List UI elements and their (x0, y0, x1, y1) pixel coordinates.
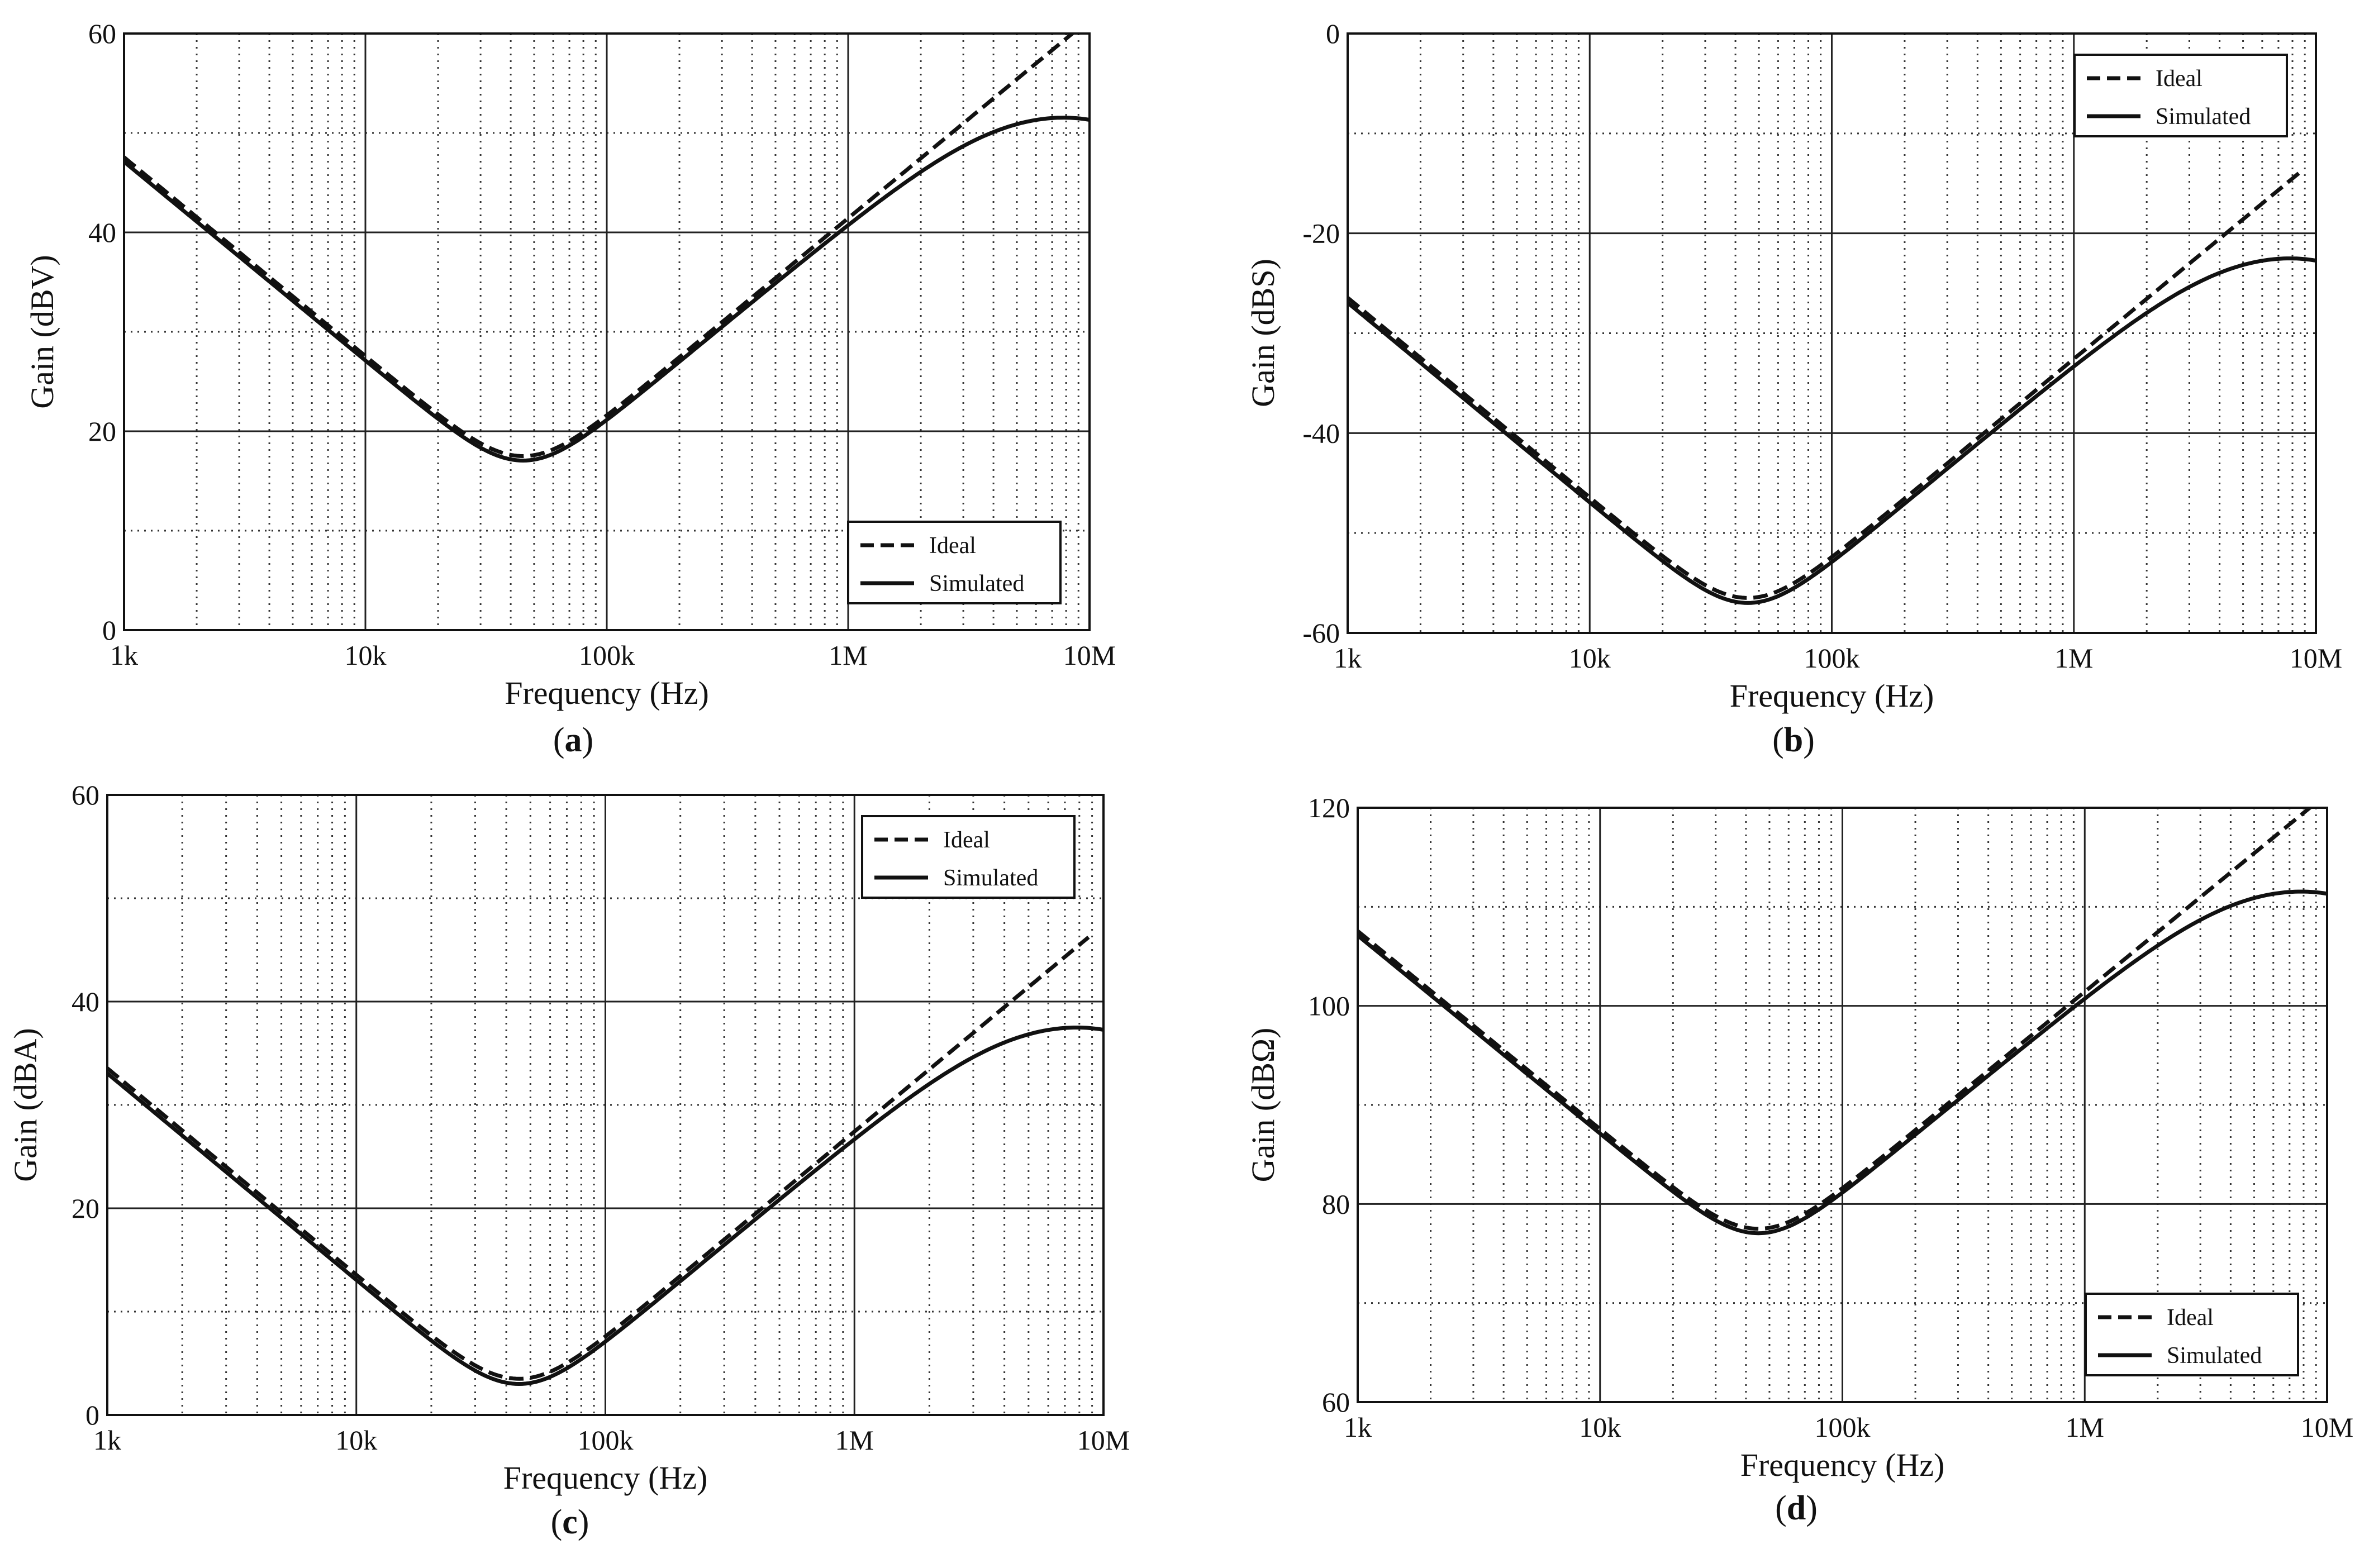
y-tick-label: 20 (88, 416, 116, 447)
y-axis-label: Gain (dBΩ) (1245, 1028, 1281, 1183)
series-line-simulated (1358, 889, 2327, 1236)
plot-frame (1357, 807, 2328, 1403)
x-tick-label: 10k (1579, 1412, 1621, 1443)
x-tick-label: 10M (1063, 640, 1116, 671)
series-line-simulated (1348, 256, 2316, 605)
legend-box (861, 815, 1076, 899)
caption-open-paren: ( (1775, 1489, 1787, 1527)
chart-panel-b: 1k 10k 100k 1M 10M -60 -40 -20 0 Frequency (Hz) Ga… (1245, 18, 2342, 759)
caption-close-paren: ) (1803, 721, 1815, 759)
y-tick-label: 60 (1322, 1386, 1350, 1418)
x-tick-label: 10k (335, 1424, 377, 1456)
x-tick-label: 100k (579, 640, 635, 671)
y-axis-label: Gain (dBS) (1245, 259, 1281, 407)
legend-box (2073, 54, 2288, 137)
series-line-ideal (1358, 808, 2313, 1231)
y-tick-label: -60 (1302, 617, 1340, 649)
series-line-ideal (1348, 169, 2303, 600)
x-tick-label: 100k (1815, 1412, 1871, 1443)
caption-close-paren: ) (582, 721, 594, 759)
y-tick-label: 80 (1322, 1188, 1350, 1219)
x-tick-label: 100k (1804, 642, 1860, 674)
x-tick-label: 10k (345, 640, 387, 671)
series-line-simulated (107, 1026, 1103, 1386)
series-line-ideal (107, 936, 1090, 1381)
caption-open-paren: ( (551, 1503, 563, 1541)
x-tick-label: 100k (578, 1424, 634, 1456)
legend-label-simulated: Simulated (2167, 1343, 2262, 1369)
x-tick-label: 1M (835, 1424, 874, 1456)
legend-label-ideal: Ideal (943, 827, 990, 853)
chart-panel-c: 1k 10k 100k 1M 10M 0 20 40 60 Frequency (Hz) Gain … (7, 779, 1130, 1541)
caption-close-paren: ) (1806, 1489, 1818, 1527)
y-tick-label: 0 (85, 1399, 99, 1431)
panel-caption: (b) (1772, 721, 1815, 759)
series-line-ideal (124, 34, 1076, 459)
x-tick-label: 1M (829, 640, 867, 671)
x-tick-label: 10M (2290, 642, 2342, 674)
y-tick-label: 60 (88, 18, 116, 49)
x-tick-label: 10M (1077, 1424, 1130, 1456)
y-tick-label: 120 (1308, 792, 1350, 823)
caption-open-paren: ( (1772, 721, 1784, 759)
plot-frame (1347, 32, 2317, 634)
x-tick-label: 1M (2054, 642, 2093, 674)
legend: Ideal Simulated (2073, 54, 2288, 137)
legend-label-ideal: Ideal (2156, 66, 2202, 92)
caption-letter: d (1787, 1489, 1806, 1527)
caption-open-paren: ( (553, 721, 565, 759)
y-tick-label: 20 (72, 1193, 99, 1224)
x-tick-label: 1k (110, 640, 138, 671)
legend-box (2085, 1293, 2299, 1376)
chart-panel-d: 1k 10k 100k 1M 10M 60 80 100 120 Frequency (Hz) Ga… (1245, 792, 2353, 1527)
legend-label-simulated: Simulated (2156, 104, 2251, 130)
y-tick-label: 40 (72, 986, 99, 1017)
caption-letter: b (1784, 721, 1803, 759)
y-tick-label: 40 (88, 217, 116, 248)
x-tick-label: 1M (2066, 1412, 2104, 1443)
x-tick-label: 1k (1344, 1412, 1372, 1443)
panel-caption: (c) (551, 1503, 589, 1541)
legend-label-simulated: Simulated (943, 865, 1038, 891)
legend: Ideal Simulated (861, 815, 1076, 899)
legend-label-simulated: Simulated (929, 571, 1024, 597)
legend-label-ideal: Ideal (2167, 1305, 2214, 1331)
series-line-simulated (124, 116, 1090, 463)
caption-letter: c (562, 1503, 578, 1541)
panel-caption: (d) (1775, 1489, 1818, 1527)
x-tick-label: 1k (93, 1424, 121, 1456)
y-tick-label: 0 (1326, 18, 1340, 49)
y-tick-label: 0 (102, 614, 116, 646)
y-tick-label: -40 (1302, 417, 1340, 449)
legend-box (847, 521, 1062, 604)
legend-label-ideal: Ideal (929, 533, 976, 559)
x-tick-label: 1k (1334, 642, 1362, 674)
x-tick-label: 10k (1569, 642, 1611, 674)
caption-close-paren: ) (578, 1503, 589, 1541)
y-tick-label: 100 (1308, 990, 1350, 1022)
legend: Ideal Simulated (847, 521, 1062, 604)
y-axis-label: Gain (dBA) (7, 1028, 44, 1181)
x-axis-label: Frequency (Hz) (503, 1460, 708, 1496)
chart-panel-a: 1k 10k 100k 1M 10M 0 20 40 60 Frequency (Hz) Gain … (24, 18, 1116, 759)
caption-letter: a (565, 721, 582, 759)
x-axis-label: Frequency (Hz) (1740, 1447, 1945, 1483)
y-tick-label: 60 (72, 779, 99, 811)
x-axis-label: Frequency (Hz) (505, 675, 709, 711)
legend: Ideal Simulated (2085, 1293, 2299, 1376)
plot-frame (123, 32, 1091, 631)
plot-frame (106, 794, 1105, 1416)
x-axis-label: Frequency (Hz) (1730, 678, 1934, 714)
y-tick-label: -20 (1302, 218, 1340, 249)
y-axis-label: Gain (dBV) (24, 255, 60, 408)
panel-caption: (a) (553, 721, 593, 759)
x-tick-label: 10M (2301, 1412, 2353, 1443)
